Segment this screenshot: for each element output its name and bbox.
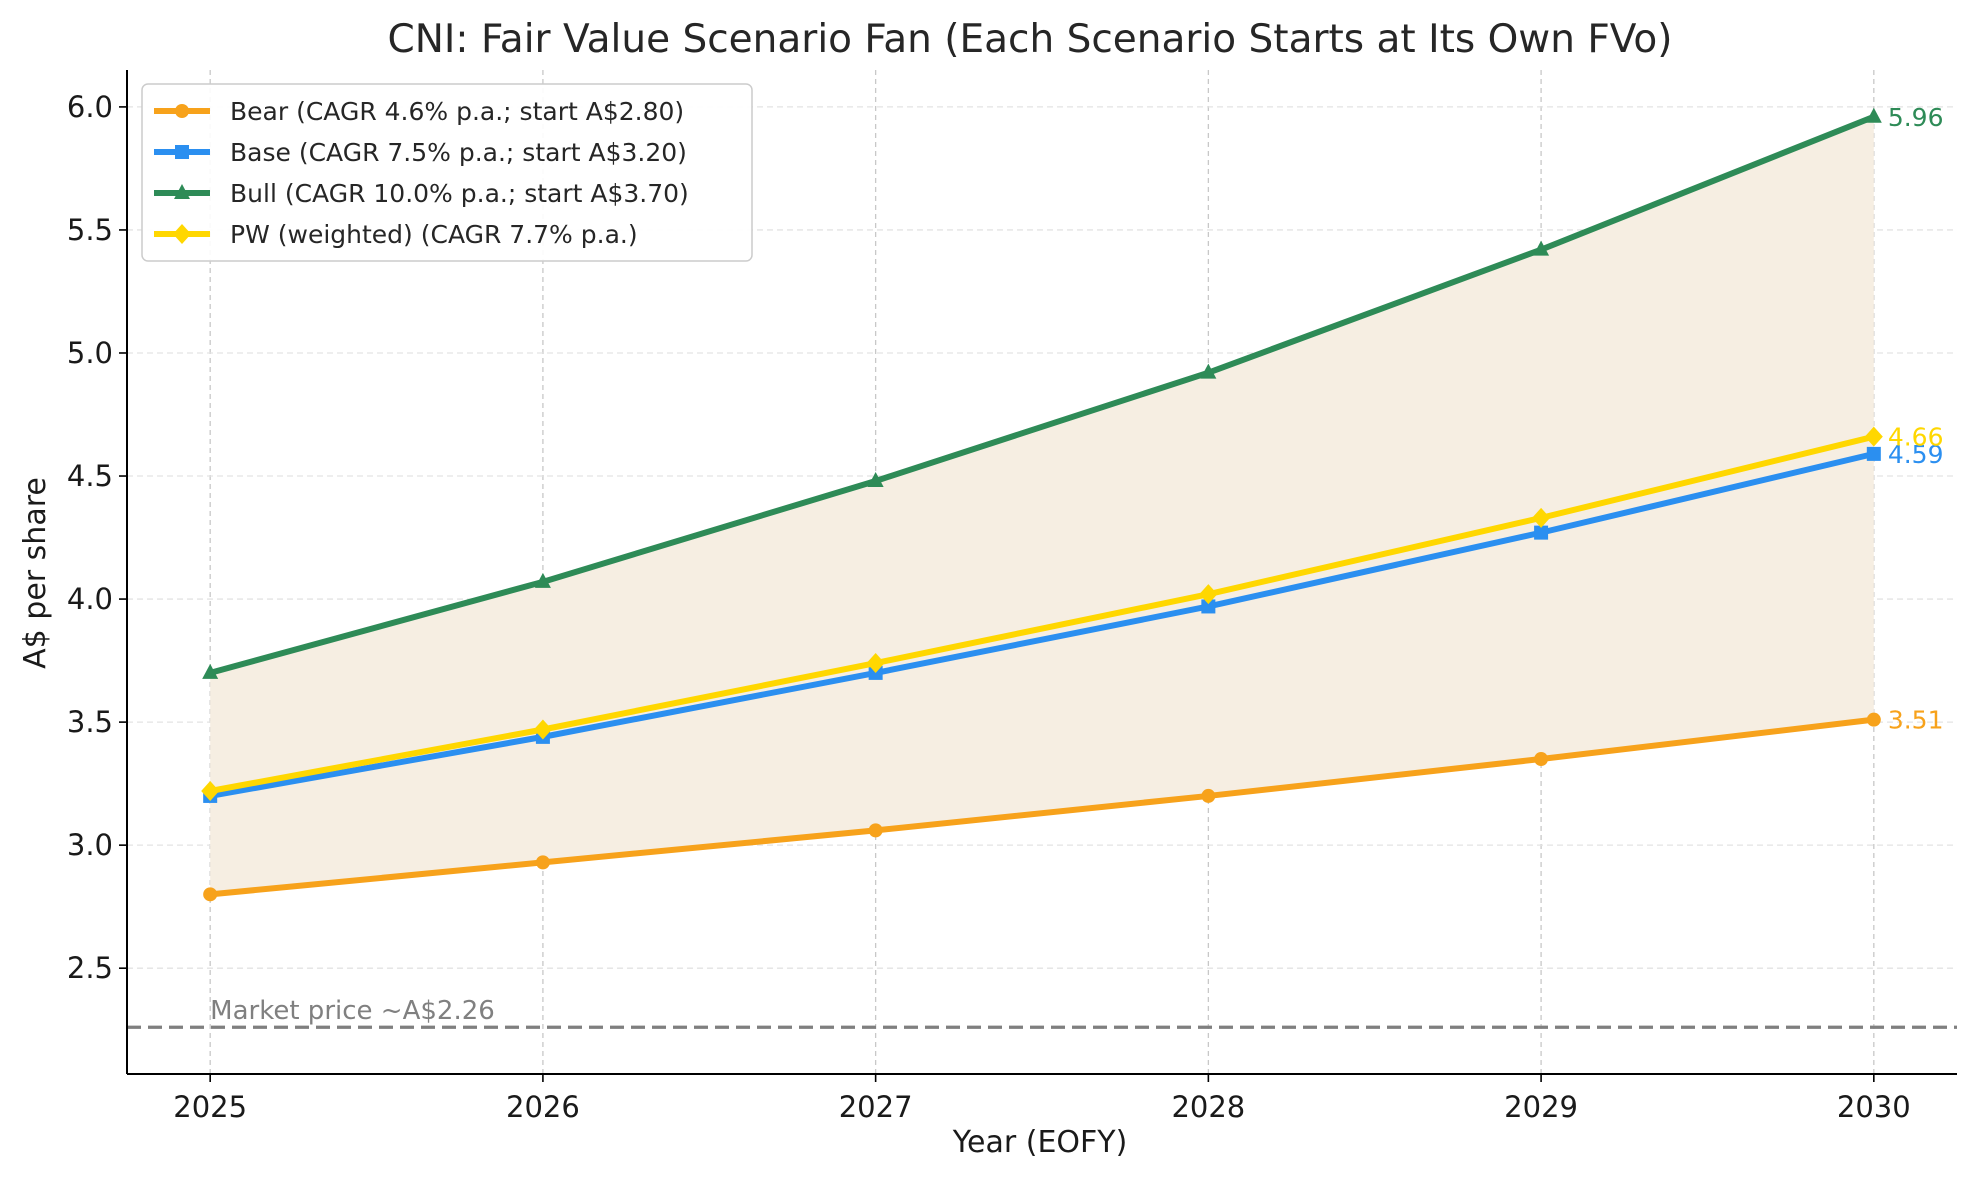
data-point-bull — [1865, 107, 1882, 123]
legend: Bear (CAGR 4.6% p.a.; start A$2.80) Base … — [141, 83, 753, 262]
legend-box — [141, 83, 753, 262]
market-price-reference: Market price ~A$2.26 — [127, 996, 1957, 1029]
fan-fill-area — [210, 116, 1874, 895]
series-base: 4.59 — [203, 440, 1943, 803]
y-tick-label: 3.5 — [67, 705, 113, 739]
x-tick-label: 2026 — [506, 1090, 580, 1124]
chart-title: CNI: Fair Value Scenario Fan (Each Scena… — [388, 17, 1673, 62]
end-label-pw: 4.66 — [1888, 423, 1944, 452]
series-line-bear — [207, 716, 1877, 898]
series-line-base — [207, 450, 1877, 799]
data-point-pw — [1532, 507, 1551, 528]
data-point-bear — [1534, 752, 1549, 767]
legend-label-bear: Bear (CAGR 4.6% p.a.; start A$2.80) — [230, 97, 684, 126]
end-label-base: 4.59 — [1888, 440, 1944, 469]
end-label-bull: 5.96 — [1888, 103, 1944, 132]
data-point-bear — [868, 823, 883, 838]
data-point-bull — [1533, 240, 1550, 256]
data-point-base — [1534, 525, 1549, 540]
y-axis-label: A$ per share — [18, 477, 53, 669]
legend-marker-bull — [174, 184, 190, 199]
series-pw: 4.66 — [201, 423, 1944, 802]
x-tick-label: 2030 — [1837, 1090, 1911, 1124]
series-bear: 3.51 — [203, 706, 1943, 902]
axes — [126, 70, 1957, 1075]
data-point-pw — [1199, 584, 1218, 605]
y-tick-label: 6.0 — [67, 90, 113, 124]
data-point-pw — [866, 653, 885, 674]
legend-item-bear: Bear (CAGR 4.6% p.a.; start A$2.80) — [154, 97, 684, 126]
data-point-bull — [867, 471, 884, 487]
series-lines: 3.51 4.59 5.96 4.66 — [201, 103, 1943, 902]
y-tick-label: 4.0 — [67, 582, 113, 616]
x-tick-label: 2029 — [1504, 1090, 1578, 1124]
series-line-bull — [207, 113, 1877, 676]
y-tick-label: 5.0 — [67, 336, 113, 370]
y-tick-label: 4.5 — [67, 459, 113, 493]
y-tick-label: 3.0 — [67, 828, 113, 862]
market-price-label: Market price ~A$2.26 — [210, 996, 495, 1026]
y-tick-label: 5.5 — [67, 213, 113, 247]
legend-marker-bear — [175, 104, 189, 118]
series-line-pw — [207, 433, 1877, 795]
data-point-bear — [535, 855, 550, 870]
data-point-bear — [1201, 788, 1216, 803]
legend-item-base: Base (CAGR 7.5% p.a.; start A$3.20) — [154, 138, 687, 167]
x-axis-label: Year (EOFY) — [952, 1125, 1128, 1160]
legend-item-bull: Bull (CAGR 10.0% p.a.; start A$3.70) — [154, 179, 689, 208]
data-point-bear — [203, 887, 218, 902]
data-point-pw — [533, 719, 552, 740]
x-tick-label: 2027 — [839, 1090, 913, 1124]
series-bull: 5.96 — [202, 103, 1943, 679]
data-point-bull — [1200, 363, 1217, 379]
data-point-pw — [201, 781, 220, 802]
legend-label-base: Base (CAGR 7.5% p.a.; start A$3.20) — [230, 138, 687, 167]
data-point-pw — [1864, 426, 1883, 447]
fan-fill — [210, 116, 1874, 895]
x-tick-label: 2028 — [1171, 1090, 1245, 1124]
data-point-bull — [202, 663, 219, 679]
data-point-base — [1201, 599, 1216, 614]
data-point-base — [1866, 446, 1881, 461]
data-point-bull — [534, 572, 551, 588]
legend-label-pw: PW (weighted) (CAGR 7.7% p.a.) — [230, 220, 638, 249]
y-tick-label: 2.5 — [67, 951, 113, 985]
legend-label-bull: Bull (CAGR 10.0% p.a.; start A$3.70) — [230, 179, 689, 208]
data-point-bear — [1866, 712, 1881, 727]
x-tick-label: 2025 — [173, 1090, 247, 1124]
legend-item-pw: PW (weighted) (CAGR 7.7% p.a.) — [154, 220, 638, 249]
tick-labels: 2025 2026 2027 2028 2029 2030 2.5 3.0 3.5 4.0 4.5 5… — [67, 90, 1911, 1124]
end-label-bear: 3.51 — [1888, 706, 1944, 735]
legend-marker-pw — [173, 224, 191, 244]
legend-marker-base — [175, 145, 189, 159]
